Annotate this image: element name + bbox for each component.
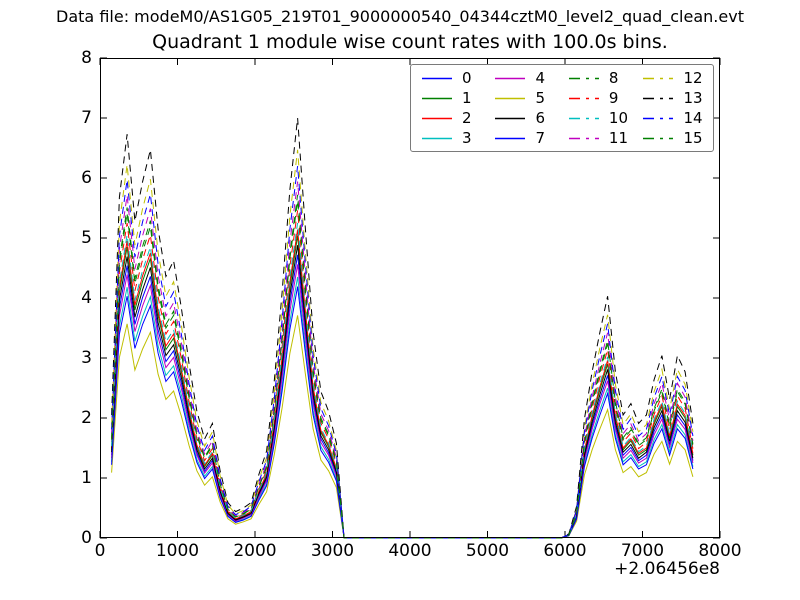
series-line-13	[111, 117, 694, 539]
legend-item: 8	[568, 68, 631, 88]
legend-label: 6	[535, 108, 545, 127]
legend-item: 10	[568, 108, 631, 128]
legend-item: 3	[421, 128, 482, 148]
series-line-5	[111, 315, 694, 539]
legend-item: 1	[421, 88, 482, 108]
legend-label: 5	[535, 88, 545, 107]
x-tick-label: 0	[94, 541, 106, 561]
legend-swatch-5	[495, 97, 526, 99]
legend-item: 12	[642, 68, 705, 88]
series-line-4	[111, 264, 694, 539]
series-line-0	[111, 254, 694, 539]
series-line-8	[111, 194, 694, 539]
legend-swatch-12	[643, 77, 674, 79]
legend-item: 9	[568, 88, 631, 108]
series-line-3	[111, 276, 694, 539]
series-line-14	[111, 165, 694, 539]
y-tick-label: 0	[81, 528, 92, 548]
y-tick-label: 1	[81, 468, 92, 488]
y-tick-label: 3	[81, 348, 92, 368]
legend-swatch-14	[643, 117, 674, 119]
x-tick-label: 6000	[543, 541, 587, 561]
legend-swatch-11	[568, 137, 599, 139]
legend-label: 10	[608, 108, 628, 127]
legend-item: 4	[494, 68, 555, 88]
x-tick-label: 8000	[698, 541, 742, 561]
legend-item: 7	[494, 128, 555, 148]
legend-item: 11	[568, 128, 631, 148]
data-file-label: Data file: modeM0/AS1G05_219T01_90000005…	[56, 7, 744, 26]
y-tick-label: 4	[81, 288, 92, 308]
legend-item: 5	[494, 88, 555, 108]
legend-label: 14	[683, 108, 703, 127]
legend-item: 14	[642, 108, 705, 128]
x-tick-label: 2000	[233, 541, 277, 561]
legend-item: 15	[642, 128, 705, 148]
legend-label: 1	[462, 88, 472, 107]
legend-item: 0	[421, 68, 482, 88]
series-line-7	[111, 286, 694, 539]
legend-label: 11	[608, 128, 628, 147]
legend-label: 7	[535, 128, 545, 147]
legend-label: 0	[462, 68, 472, 87]
legend-swatch-10	[568, 117, 599, 119]
legend-label: 8	[608, 68, 619, 87]
legend-label: 3	[462, 128, 472, 147]
legend-swatch-3	[422, 137, 452, 139]
legend-label: 2	[462, 108, 472, 127]
legend-item: 13	[642, 88, 705, 108]
legend-swatch-2	[422, 117, 452, 119]
x-tick-label: 5000	[465, 541, 510, 561]
legend-swatch-4	[495, 77, 526, 79]
legend-swatch-8	[568, 77, 599, 79]
legend-label: 15	[683, 128, 703, 147]
legend-swatch-0	[422, 77, 452, 79]
legend-swatch-7	[495, 137, 526, 139]
legend-swatch-9	[568, 97, 599, 99]
y-tick-label: 5	[81, 228, 92, 248]
series-line-2	[111, 229, 694, 539]
legend-label: 4	[535, 68, 545, 87]
legend-item: 6	[494, 108, 555, 128]
plot-canvas	[99, 57, 721, 539]
series-line-11	[111, 181, 694, 539]
series-line-6	[111, 245, 694, 539]
chart-title: Quadrant 1 module wise count rates with …	[152, 31, 668, 53]
legend-swatch-6	[495, 117, 526, 119]
y-tick-label: 8	[81, 48, 92, 68]
legend-swatch-1	[422, 97, 452, 99]
series-line-10	[111, 222, 694, 539]
legend-label: 12	[683, 68, 703, 87]
legend-box: 0 1 2 3 4 5 6 7 8 9 10 11 12 13 14 15	[410, 64, 714, 152]
y-tick-label: 2	[81, 408, 92, 428]
legend-label: 13	[683, 88, 703, 107]
x-tick-label: 7000	[620, 541, 665, 561]
y-tick-label: 6	[81, 168, 92, 188]
x-axis-offset-label: +2.06456e8	[614, 559, 720, 579]
x-tick-label: 1000	[155, 541, 200, 561]
legend-item: 2	[421, 108, 482, 128]
legend-swatch-13	[643, 97, 674, 99]
axes-frame	[100, 58, 720, 538]
legend-swatch-15	[643, 137, 674, 139]
legend-label: 9	[608, 88, 619, 107]
series-line-15	[111, 200, 694, 539]
series-line-9	[111, 210, 694, 539]
y-tick-label: 7	[81, 108, 92, 128]
x-tick-label: 3000	[310, 541, 355, 561]
x-tick-label: 4000	[388, 541, 432, 561]
series-line-12	[111, 149, 694, 539]
